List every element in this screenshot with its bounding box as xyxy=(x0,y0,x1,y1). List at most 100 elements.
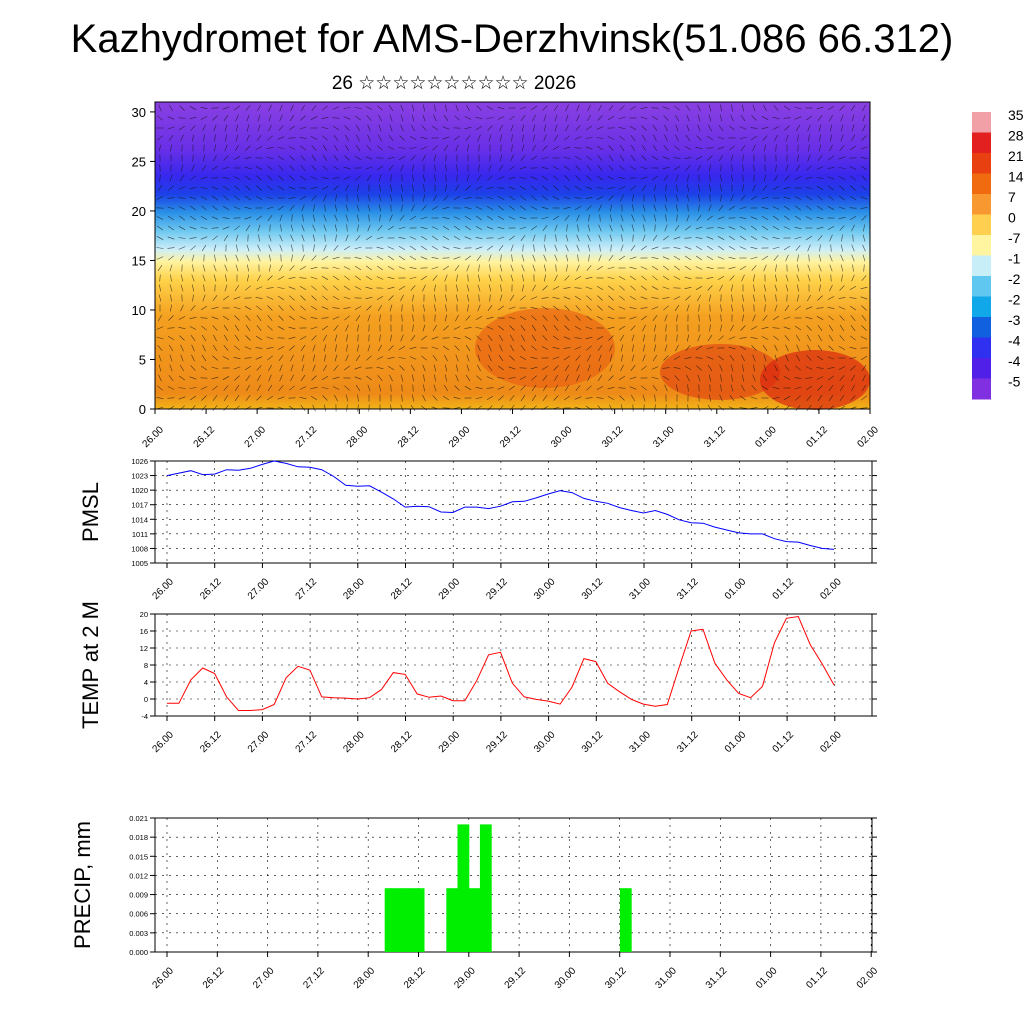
x-tick-label: 28.12 xyxy=(389,729,415,755)
y-tick-label: 15 xyxy=(132,253,146,268)
y-tick-label: 1017 xyxy=(131,501,148,510)
temp-2m-ylabel: TEMP at 2 M xyxy=(78,601,103,729)
x-tick-label: 31.12 xyxy=(702,424,728,450)
x-tick-label: 01.00 xyxy=(723,729,749,755)
x-tick-label: 26.12 xyxy=(198,576,224,602)
colorbar-label: 7 xyxy=(1008,189,1016,205)
x-tick-label: 28.12 xyxy=(396,424,422,450)
y-tick-label: 1011 xyxy=(132,530,148,539)
precip-bar xyxy=(407,888,414,952)
x-tick-label: 26.12 xyxy=(198,729,224,755)
precip-bar xyxy=(384,888,391,952)
colorbar-label: -1 xyxy=(1008,251,1021,267)
x-tick-label: 27.00 xyxy=(251,965,277,991)
colorbar-swatch xyxy=(972,276,991,297)
x-tick-label: 29.12 xyxy=(484,576,510,602)
y-tick-label: 0 xyxy=(139,402,146,417)
temp-series-line xyxy=(167,615,835,711)
x-tick-label: 29.00 xyxy=(437,729,463,755)
x-tick-label: 28.00 xyxy=(341,576,367,602)
warm-core xyxy=(760,350,870,410)
x-tick-label: 27.12 xyxy=(294,424,320,450)
colorbar-label: -4 xyxy=(1008,333,1021,349)
precip-bar xyxy=(474,888,481,952)
x-tick-label: 30.12 xyxy=(600,424,626,450)
precip-ylabel: PRECIP, mm xyxy=(70,821,95,949)
precip-panel: 26.00 26.12 27.00 27.12 28.00 28.12 29.00 29.12… xyxy=(70,814,880,991)
x-tick-label: 30.12 xyxy=(580,729,606,755)
x-tick-label: 27.12 xyxy=(294,576,320,602)
x-tick-label: 27.12 xyxy=(294,729,320,755)
y-tick-label: -4 xyxy=(141,712,148,721)
colorbar-label: 35 xyxy=(1008,107,1024,123)
x-tick-label: 01.12 xyxy=(771,729,797,755)
precip-bar xyxy=(457,824,464,952)
precip-bar xyxy=(418,888,425,952)
x-tick-label: 28.00 xyxy=(341,729,367,755)
precip-bar xyxy=(446,888,453,952)
colorbar-label: 21 xyxy=(1008,148,1024,164)
y-tick-label: 0.006 xyxy=(129,910,148,919)
x-tick-label: 30.12 xyxy=(580,576,606,602)
y-tick-label: 25 xyxy=(132,154,146,169)
x-tick-label: 27.12 xyxy=(301,965,327,991)
colorbar-swatch xyxy=(972,112,991,133)
x-tick-label: 28.00 xyxy=(352,965,378,991)
precip-bar xyxy=(468,888,475,952)
colorbar-label: 0 xyxy=(1008,210,1016,226)
page-title: Kazhydromet for AMS-Derzhvinsk(51.086 66… xyxy=(70,17,954,61)
y-tick-label: 1020 xyxy=(131,486,148,495)
x-tick-label: 28.12 xyxy=(402,965,428,991)
y-tick-label: 20 xyxy=(140,610,148,619)
y-tick-label: 0 xyxy=(144,695,148,704)
precip-bar xyxy=(390,888,397,952)
x-tick-label: 30.12 xyxy=(603,965,629,991)
x-tick-label: 29.12 xyxy=(498,424,524,450)
precip-bar xyxy=(463,824,470,952)
colorbar-label: -5 xyxy=(1008,374,1021,390)
colorbar-swatch xyxy=(972,235,991,256)
x-tick-label: 31.12 xyxy=(704,965,730,991)
x-tick-label: 01.12 xyxy=(804,965,830,991)
colorbar-label: 28 xyxy=(1008,128,1024,144)
colorbar-swatch xyxy=(972,296,991,318)
y-tick-label: 4 xyxy=(144,678,148,687)
x-tick-label: 26.00 xyxy=(150,965,176,991)
precip-bar xyxy=(625,888,632,952)
y-tick-label: 1023 xyxy=(131,472,148,481)
x-tick-label: 02.00 xyxy=(818,576,844,602)
x-tick-label: 01.00 xyxy=(723,576,749,602)
x-tick-label: 01.12 xyxy=(804,424,830,450)
y-tick-label: 20 xyxy=(132,204,146,219)
page-subtitle: 26 ☆☆☆☆☆☆☆☆☆☆ 2026 xyxy=(331,73,577,94)
x-tick-label: 29.00 xyxy=(437,576,463,602)
colorbar-swatch xyxy=(972,194,991,215)
colorbar-label: -4 xyxy=(1008,353,1021,369)
x-tick-label: 26.00 xyxy=(150,576,176,602)
x-tick-label: 01.00 xyxy=(754,965,780,991)
y-tick-label: 5 xyxy=(139,352,146,367)
x-tick-label: 31.00 xyxy=(627,576,653,602)
colorbar-swatch xyxy=(972,378,991,400)
x-tick-label: 26.00 xyxy=(150,729,176,755)
x-tick-label: 31.00 xyxy=(651,424,677,450)
colorbar-swatch xyxy=(972,214,991,236)
wind-barbs xyxy=(156,104,868,412)
x-tick-label: 30.00 xyxy=(549,424,575,450)
colorbar-swatch xyxy=(972,153,991,174)
colorbar-label: -7 xyxy=(1008,230,1021,246)
colorbar-label: 14 xyxy=(1008,169,1024,185)
colorbar-swatch xyxy=(972,337,991,359)
temp-2m-panel: 26.00 26.12 27.00 27.12 28.00 28.12 29.00 29.12… xyxy=(78,601,877,755)
precip-bar xyxy=(401,888,408,952)
y-tick-label: 0.000 xyxy=(129,948,148,957)
x-tick-label: 29.12 xyxy=(503,965,529,991)
y-tick-label: 0.012 xyxy=(129,871,148,880)
x-tick-label: 31.00 xyxy=(627,729,653,755)
colorbar-label: -3 xyxy=(1008,312,1021,328)
y-tick-label: 8 xyxy=(144,661,148,670)
y-tick-label: 1014 xyxy=(131,515,148,524)
x-tick-label: 26.12 xyxy=(192,424,218,450)
x-tick-label: 29.12 xyxy=(484,729,510,755)
y-tick-label: 30 xyxy=(132,105,146,120)
